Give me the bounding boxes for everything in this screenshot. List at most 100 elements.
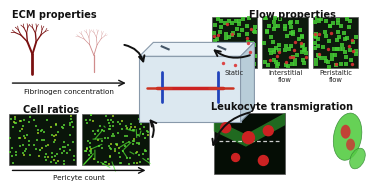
Text: Cell ratios: Cell ratios	[23, 105, 79, 115]
Point	[106, 127, 112, 130]
Point	[117, 123, 123, 126]
Point	[344, 37, 350, 40]
Point	[297, 28, 303, 31]
Point	[218, 52, 225, 55]
Point	[268, 52, 274, 55]
Point	[68, 114, 74, 117]
Point	[302, 48, 308, 51]
Bar	[9, 114, 76, 166]
Point	[263, 16, 269, 19]
Point	[338, 25, 344, 28]
Point	[106, 162, 112, 165]
Point	[214, 37, 220, 40]
Point	[56, 131, 62, 134]
Point	[86, 154, 92, 157]
Point	[124, 126, 130, 129]
Point	[330, 21, 336, 24]
Point	[288, 44, 294, 47]
Point	[353, 53, 359, 56]
Point	[83, 149, 89, 152]
Circle shape	[221, 123, 231, 133]
Point	[48, 152, 54, 155]
Point	[290, 30, 296, 33]
Point	[217, 30, 223, 33]
Point	[145, 157, 151, 160]
Point	[337, 47, 343, 50]
Point	[134, 151, 140, 154]
Point	[220, 62, 226, 65]
Point	[275, 63, 281, 66]
Point	[67, 123, 73, 126]
Point	[92, 133, 98, 136]
Point	[59, 125, 65, 128]
Point	[226, 35, 232, 38]
Point	[212, 39, 218, 42]
Point	[329, 58, 335, 61]
Point	[43, 119, 50, 122]
Point	[314, 17, 320, 20]
Point	[312, 33, 318, 36]
Point	[316, 55, 322, 58]
Point	[237, 59, 243, 62]
Point	[43, 144, 49, 147]
Point	[229, 34, 235, 37]
Point	[112, 149, 118, 152]
Text: Leukocyte transmigration: Leukocyte transmigration	[211, 102, 353, 112]
Ellipse shape	[350, 148, 365, 169]
Point	[35, 128, 41, 131]
Point	[218, 52, 224, 55]
Point	[223, 54, 229, 57]
Point	[88, 113, 94, 116]
Point	[286, 47, 292, 50]
Point	[333, 62, 339, 65]
Point	[294, 21, 301, 24]
Point	[39, 147, 45, 150]
Point	[119, 128, 125, 131]
Point	[17, 136, 23, 139]
Point	[17, 145, 23, 148]
Point	[299, 35, 305, 38]
Point	[246, 51, 253, 54]
Point	[84, 147, 90, 150]
Point	[219, 57, 225, 60]
Point	[17, 129, 23, 132]
Point	[294, 53, 300, 56]
Point	[299, 44, 305, 47]
Point	[240, 17, 246, 20]
Point	[313, 59, 319, 62]
Point	[242, 57, 248, 60]
Point	[22, 149, 28, 152]
Point	[211, 54, 217, 57]
Point	[215, 33, 222, 36]
Bar	[82, 114, 149, 166]
Point	[20, 125, 26, 128]
Point	[99, 140, 105, 143]
Point	[332, 53, 338, 56]
Point	[39, 128, 45, 131]
Point	[24, 133, 30, 136]
Point	[323, 20, 329, 23]
Point	[325, 47, 331, 50]
Point	[328, 31, 334, 34]
Point	[296, 37, 302, 40]
Point	[126, 163, 132, 166]
Point	[122, 144, 128, 147]
Point	[127, 156, 133, 159]
Point	[21, 154, 27, 157]
Point	[299, 51, 305, 54]
Point	[267, 58, 273, 61]
Point	[13, 153, 19, 156]
Point	[235, 60, 242, 63]
Point	[271, 17, 277, 20]
Point	[26, 121, 32, 124]
Point	[91, 158, 97, 161]
Point	[236, 20, 242, 23]
Point	[61, 141, 67, 144]
Point	[271, 20, 277, 23]
Point	[262, 17, 268, 20]
Point	[212, 60, 218, 63]
Point	[250, 59, 256, 62]
Point	[126, 140, 132, 143]
Point	[82, 150, 88, 153]
Point	[231, 48, 237, 51]
